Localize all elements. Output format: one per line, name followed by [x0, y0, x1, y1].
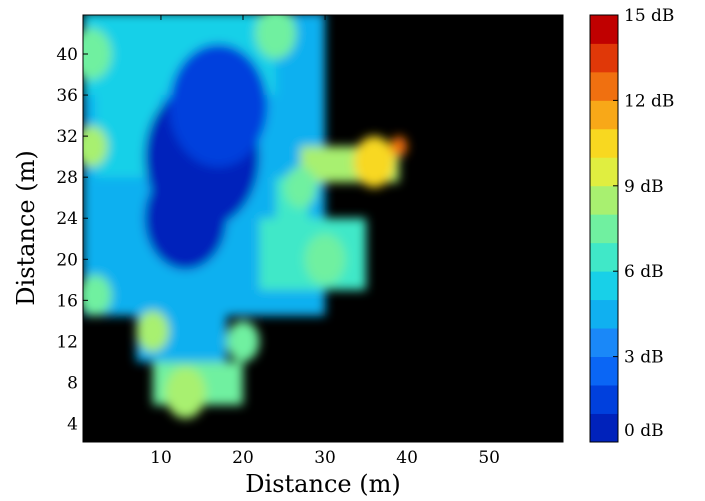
colorbar-segment — [590, 100, 618, 130]
intensity-spot — [255, 15, 297, 60]
colorbar-segment — [590, 356, 618, 386]
intensity-spot — [304, 233, 346, 285]
colorbar-segment — [590, 128, 618, 158]
x-tick-label: 40 — [396, 448, 418, 468]
y-tick-label: 40 — [56, 45, 78, 65]
x-tick-label: 10 — [150, 448, 172, 468]
y-tick-label: 4 — [67, 415, 78, 435]
intensity-spot — [83, 274, 112, 316]
colorbar-segment — [590, 413, 618, 443]
intensity-spot — [390, 136, 408, 157]
colorbar-segment — [590, 185, 618, 215]
plot-frame — [82, 14, 564, 443]
intensity-spot — [284, 166, 317, 208]
intensity-spot — [144, 166, 227, 270]
y-tick-label: 24 — [56, 209, 78, 229]
y-axis: 4 8 12 16 20 24 28 32 36 40 — [56, 45, 563, 435]
coverage-map — [83, 15, 408, 419]
colorbar-segment — [590, 271, 618, 301]
colorbar-segment — [590, 242, 618, 272]
colorbar-segment — [590, 328, 618, 357]
intensity-spot — [83, 125, 108, 167]
colorbar-segment — [590, 157, 618, 187]
colorbar-tick-label: 12 dB — [624, 91, 674, 111]
intensity-spot — [136, 310, 170, 352]
colorbar-tick-label: 6 dB — [624, 262, 664, 282]
colorbar-tick-label: 0 dB — [624, 421, 664, 441]
y-tick-label: 8 — [67, 373, 78, 393]
intensity-spot — [165, 367, 207, 419]
colorbar-segment — [590, 15, 618, 44]
colorbar-tick-label: 15 dB — [624, 6, 674, 26]
colorbar-ticks: 0 dB 3 dB 6 dB 9 dB 12 dB 15 dB — [613, 6, 674, 443]
colorbar-segment — [590, 71, 618, 101]
y-axis-label: Distance (m) — [12, 150, 40, 305]
colorbar-segment — [590, 214, 618, 244]
colorbar-frame — [589, 14, 619, 443]
y-tick-label: 20 — [56, 250, 78, 270]
colorbar-tick-label: 3 dB — [624, 348, 664, 368]
x-tick-label: 30 — [314, 448, 336, 468]
y-tick-label: 32 — [56, 127, 78, 147]
colorbar-segment — [590, 43, 618, 73]
x-axis-label: Distance (m) — [245, 470, 400, 497]
x-tick-label: 50 — [478, 448, 500, 468]
y-tick-label: 36 — [56, 86, 78, 106]
y-tick-label: 12 — [56, 332, 78, 352]
colorbar-segment — [590, 385, 618, 414]
intensity-spot — [353, 136, 395, 188]
intensity-spot — [169, 43, 268, 167]
intensity-spot — [226, 320, 260, 362]
x-tick-label: 20 — [232, 448, 254, 468]
y-tick-label: 28 — [56, 168, 78, 188]
colorbar-tick-label: 9 dB — [624, 177, 664, 197]
colorbar — [589, 14, 619, 443]
intensity-spot — [83, 28, 112, 80]
y-tick-label: 16 — [56, 291, 78, 311]
colorbar-segment — [590, 299, 618, 329]
x-axis: 10 20 30 40 50 — [150, 15, 500, 468]
